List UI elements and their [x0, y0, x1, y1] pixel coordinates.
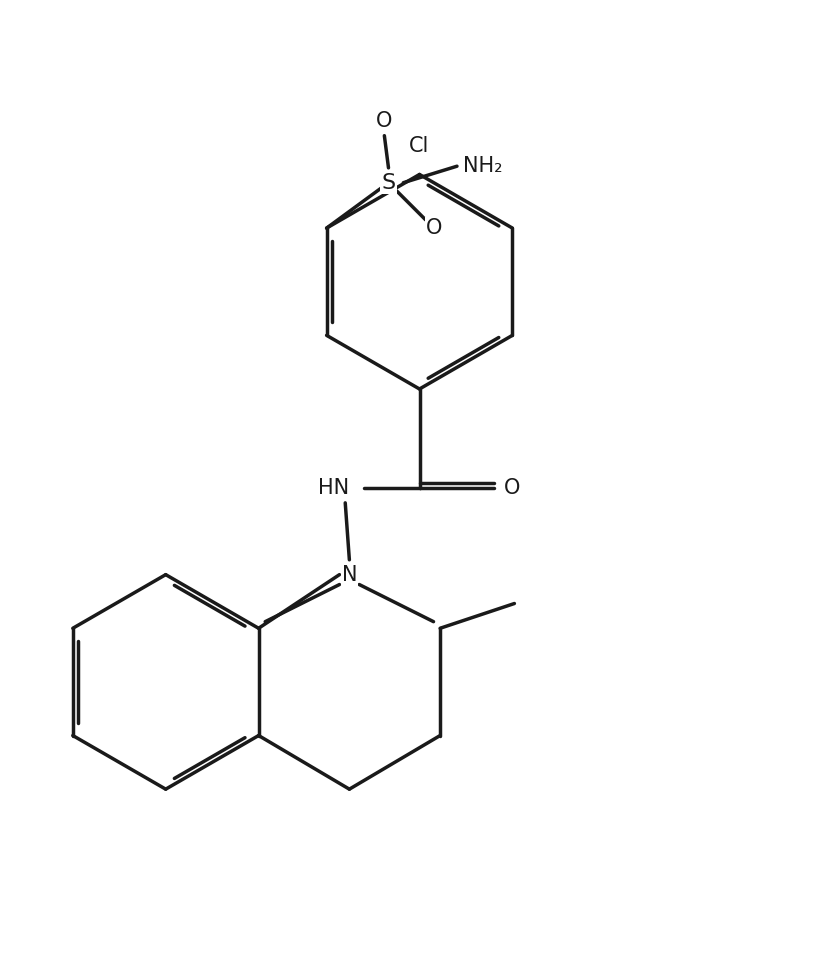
Text: O: O	[503, 478, 520, 498]
Text: N: N	[341, 565, 357, 585]
Text: S: S	[382, 173, 395, 192]
Text: O: O	[376, 111, 393, 131]
Text: O: O	[425, 218, 442, 238]
Text: Cl: Cl	[409, 137, 430, 156]
Text: HN: HN	[318, 478, 349, 498]
Text: NH₂: NH₂	[463, 156, 503, 177]
